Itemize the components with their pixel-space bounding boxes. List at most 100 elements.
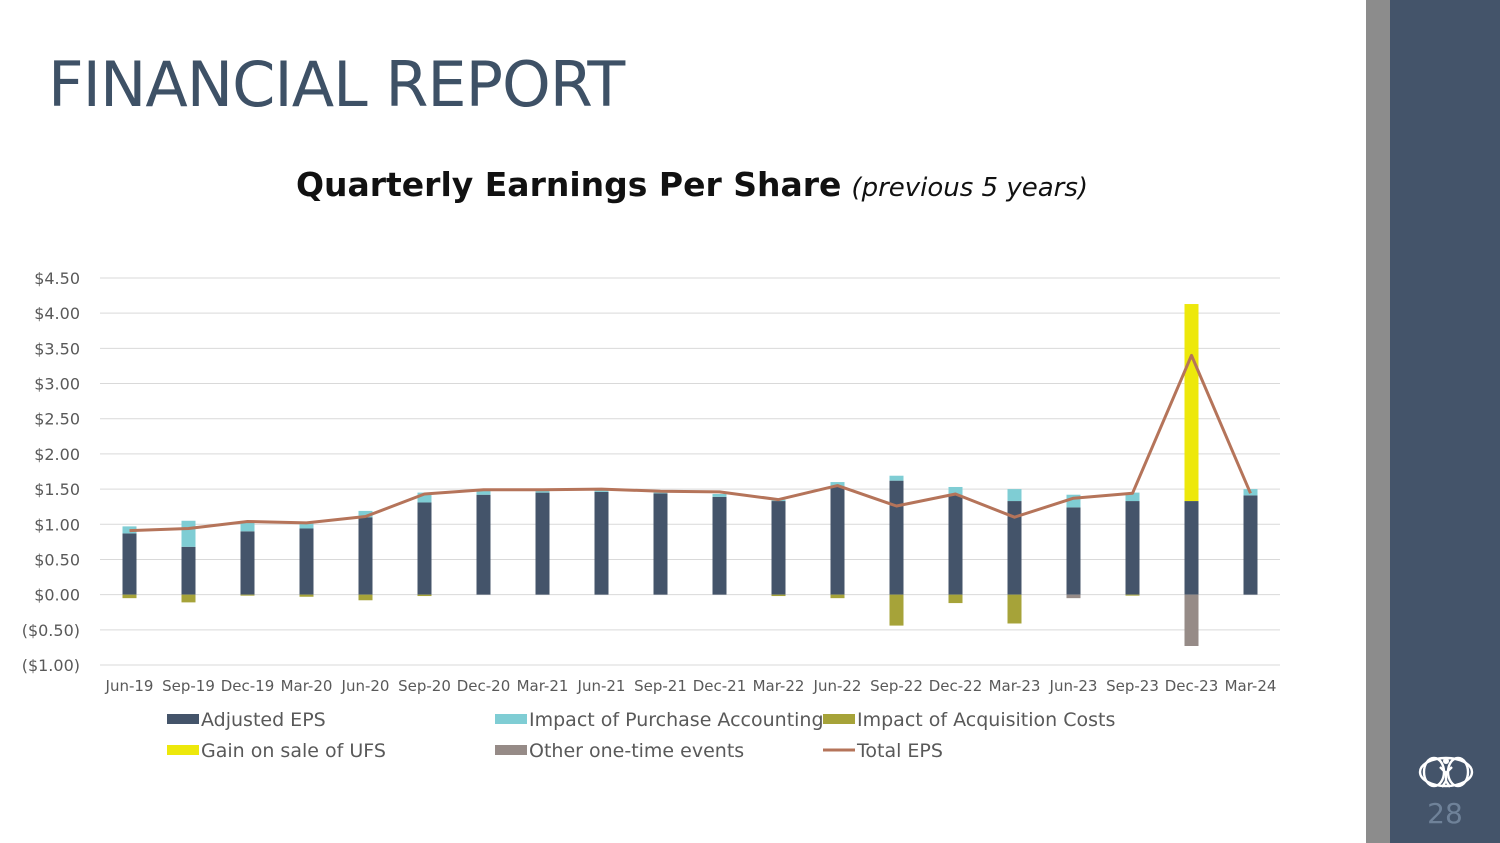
bar-impact-of-purchase-accounting	[948, 486, 963, 496]
legend-label-impact-of-purchase-accounting: Impact of Purchase Accounting	[529, 709, 824, 731]
x-tick-label: Mar-20	[281, 677, 333, 695]
bar-adjusted-eps	[653, 493, 668, 595]
y-tick-label: $0.00	[34, 586, 80, 605]
total-eps-line-path	[129, 353, 1252, 533]
bars	[122, 304, 1258, 647]
y-tick-label: $4.50	[34, 269, 80, 288]
legend-label-adjusted-eps: Adjusted EPS	[201, 709, 326, 731]
gridlines	[100, 277, 1280, 666]
x-tick-label: Sep-19	[162, 677, 215, 695]
bar-adjusted-eps	[299, 528, 314, 595]
bar-other-one-time-events	[1184, 594, 1199, 647]
legend-swatch-other-one-time-events	[495, 745, 527, 755]
bar-impact-of-purchase-accounting	[476, 490, 491, 495]
bar-impact-of-acquisition-costs	[1125, 594, 1140, 596]
bar-adjusted-eps	[1184, 501, 1199, 595]
total-eps-line	[129, 353, 1252, 533]
bar-impact-of-acquisition-costs	[889, 594, 904, 626]
x-tick-label: Jun-22	[813, 677, 862, 695]
legend-swatch-impact-of-purchase-accounting	[495, 714, 527, 724]
bar-impact-of-purchase-accounting	[417, 492, 432, 503]
legend-swatch-gain-on-sale-of-ufs	[167, 745, 199, 755]
x-tick-label: Sep-22	[870, 677, 923, 695]
x-tick-label: Mar-21	[517, 677, 569, 695]
bar-adjusted-eps	[889, 480, 904, 595]
x-tick-label: Sep-21	[634, 677, 687, 695]
bar-other-one-time-events	[1066, 594, 1081, 599]
bar-impact-of-purchase-accounting	[712, 494, 727, 497]
y-tick-label: $2.50	[34, 410, 80, 429]
bar-impact-of-purchase-accounting	[181, 520, 196, 547]
x-tick-label: Dec-23	[1165, 677, 1219, 695]
bar-impact-of-acquisition-costs	[299, 594, 314, 597]
bar-impact-of-purchase-accounting	[1125, 492, 1140, 502]
bar-adjusted-eps	[1125, 501, 1140, 595]
y-axis-ticks: $4.50 $4.00 $3.50 $3.00 $2.50 $2.00 $1.50 $1.00…	[22, 269, 80, 675]
y-tick-label: $3.00	[34, 375, 80, 394]
chart-title-main: Quarterly Earnings Per Share	[296, 165, 841, 204]
x-tick-label: Mar-24	[1225, 677, 1277, 695]
x-tick-label: Jun-20	[341, 677, 390, 695]
bar-impact-of-purchase-accounting	[240, 522, 255, 532]
eps-chart: Quarterly Earnings Per Share (previous 5 …	[22, 165, 1280, 762]
y-tick-label: ($1.00)	[22, 656, 80, 675]
bar-impact-of-acquisition-costs	[181, 594, 196, 603]
bar-adjusted-eps	[1066, 507, 1081, 595]
x-tick-label: Dec-19	[221, 677, 275, 695]
bar-impact-of-acquisition-costs	[417, 594, 432, 597]
chart-title-subtitle: (previous 5 years)	[851, 173, 1088, 203]
y-tick-label: $3.50	[34, 339, 80, 358]
page-number: 28	[1427, 797, 1463, 830]
x-tick-label: Dec-21	[693, 677, 747, 695]
bar-impact-of-purchase-accounting	[889, 475, 904, 481]
bar-impact-of-acquisition-costs	[771, 594, 786, 597]
x-tick-label: Sep-20	[398, 677, 451, 695]
x-tick-label: Mar-22	[753, 677, 805, 695]
x-axis-ticks: Jun-19 Sep-19 Dec-19 Mar-20 Jun-20 Sep-20 Dec-…	[105, 677, 1277, 695]
legend-label-total-eps: Total EPS	[856, 740, 943, 762]
bar-adjusted-eps	[240, 531, 255, 595]
bar-adjusted-eps	[948, 495, 963, 595]
bar-adjusted-eps	[358, 517, 373, 595]
y-tick-label: $1.00	[34, 515, 80, 534]
bar-adjusted-eps	[417, 502, 432, 595]
side-strip	[1366, 0, 1390, 843]
bar-impact-of-purchase-accounting	[1007, 489, 1022, 502]
bar-adjusted-eps	[594, 491, 609, 595]
world-globe-figure-icon	[1418, 756, 1474, 788]
bar-adjusted-eps	[122, 533, 137, 595]
bar-impact-of-acquisition-costs	[830, 594, 845, 599]
x-tick-label: Sep-23	[1106, 677, 1159, 695]
bar-gain-on-sale-of-ufs	[1184, 304, 1199, 502]
legend-label-gain-on-sale-of-ufs: Gain on sale of UFS	[201, 740, 386, 762]
bar-adjusted-eps	[712, 496, 727, 595]
x-tick-label: Jun-19	[105, 677, 154, 695]
bar-impact-of-purchase-accounting	[358, 510, 373, 518]
page-title: FINANCIAL REPORT	[48, 48, 625, 121]
bar-impact-of-acquisition-costs	[1007, 594, 1022, 624]
bar-adjusted-eps	[830, 486, 845, 595]
bar-impact-of-acquisition-costs	[122, 594, 137, 599]
bar-impact-of-purchase-accounting	[299, 523, 314, 529]
legend-swatch-impact-of-acquisition-costs	[823, 714, 855, 724]
bar-adjusted-eps	[181, 546, 196, 595]
y-tick-label: $1.50	[34, 480, 80, 499]
bar-adjusted-eps	[1007, 501, 1022, 595]
bar-impact-of-acquisition-costs	[358, 594, 373, 601]
x-tick-label: Mar-23	[989, 677, 1041, 695]
bar-adjusted-eps	[1243, 495, 1258, 595]
x-tick-label: Jun-23	[1049, 677, 1098, 695]
legend-label-impact-of-acquisition-costs: Impact of Acquisition Costs	[857, 709, 1115, 731]
legend-label-other-one-time-events: Other one-time events	[529, 740, 744, 762]
y-tick-label: ($0.50)	[22, 621, 80, 640]
bar-adjusted-eps	[535, 492, 550, 595]
bar-impact-of-acquisition-costs	[948, 594, 963, 604]
y-tick-label: $0.50	[34, 550, 80, 569]
bar-adjusted-eps	[771, 501, 786, 595]
bar-impact-of-acquisition-costs	[240, 594, 255, 596]
bar-adjusted-eps	[476, 494, 491, 595]
x-tick-label: Jun-21	[577, 677, 626, 695]
x-tick-label: Dec-22	[929, 677, 983, 695]
y-tick-label: $4.00	[34, 304, 80, 323]
